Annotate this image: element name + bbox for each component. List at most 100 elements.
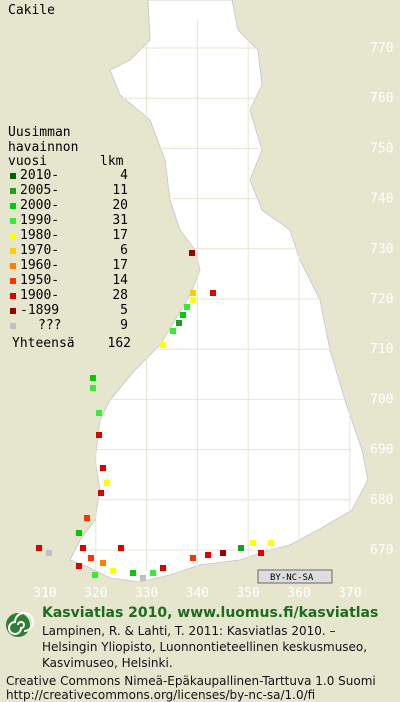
north-label: 710 <box>370 342 393 357</box>
legend-swatch <box>10 233 16 239</box>
legend-swatch <box>10 188 16 194</box>
east-label: 320 <box>84 586 107 601</box>
north-label: 720 <box>370 292 393 307</box>
occurrence <box>238 545 244 551</box>
occurrence <box>268 540 274 546</box>
citation: Helsingin Yliopisto, Luonnontieteellinen… <box>42 640 367 654</box>
occurrence <box>100 465 106 471</box>
occurrence <box>90 375 96 381</box>
occurrence <box>220 550 226 556</box>
legend-label: 2005- <box>20 183 59 198</box>
occurrence <box>130 570 136 576</box>
occurrence <box>190 297 196 303</box>
occurrence <box>104 480 110 486</box>
logo <box>6 612 34 637</box>
occurrence <box>170 328 176 334</box>
occurrence <box>118 545 124 551</box>
occurrence <box>258 550 264 556</box>
legend-label: -1899 <box>20 303 59 318</box>
legend-swatch <box>10 263 16 269</box>
finland-outline <box>69 0 369 583</box>
legend-swatch <box>10 293 16 299</box>
east-label: 350 <box>236 586 259 601</box>
legend-count: 5 <box>120 303 128 318</box>
occurrence <box>140 575 146 581</box>
occurrence <box>160 565 166 571</box>
license-url: http://creativecommons.org/licenses/by-n… <box>6 688 315 702</box>
north-label: 690 <box>370 443 393 458</box>
legend-column: vuosi <box>8 154 47 169</box>
legend-label: 1980- <box>20 228 59 243</box>
title: Cakile <box>8 3 55 18</box>
legend-label: 1970- <box>20 243 59 258</box>
north-label: 740 <box>370 192 393 207</box>
occurrence <box>84 515 90 521</box>
occurrence <box>80 545 86 551</box>
north-label: 730 <box>370 242 393 257</box>
legend-swatch <box>10 203 16 209</box>
legend-swatch <box>10 308 16 314</box>
occurrence <box>98 490 104 496</box>
north-label: 770 <box>370 41 393 56</box>
occurrence <box>176 320 182 326</box>
occurrence <box>184 304 190 310</box>
occurrence <box>88 555 94 561</box>
occurrence <box>150 570 156 576</box>
license-badge-text: BY-NC-SA <box>270 573 314 583</box>
legend-swatch <box>10 323 16 329</box>
north-label: 670 <box>370 543 393 558</box>
occurrence <box>92 572 98 578</box>
citation: Lampinen, R. & Lahti, T. 2011: Kasviatla… <box>42 624 336 638</box>
occurrence <box>210 290 216 296</box>
legend-count: 31 <box>112 213 128 228</box>
legend-label: 1960- <box>20 258 59 273</box>
occurrence <box>100 560 106 566</box>
occurrence <box>96 410 102 416</box>
north-label: 750 <box>370 141 393 156</box>
legend-column: lkm <box>100 154 124 169</box>
license-badge <box>257 569 333 584</box>
legend-swatch <box>10 248 16 254</box>
occurrence <box>76 563 82 569</box>
legend-swatch <box>10 173 16 179</box>
legend-total-label: Yhteensä <box>12 336 75 351</box>
legend-label: 2000- <box>20 198 59 213</box>
occurrence <box>205 552 211 558</box>
legend-label: 2010- <box>20 168 59 183</box>
east-label: 370 <box>338 586 361 601</box>
legend-count: 9 <box>120 318 128 333</box>
occurrence <box>190 555 196 561</box>
legend-label: ??? <box>38 318 61 333</box>
occurrence <box>46 550 52 556</box>
occurrence <box>250 540 256 546</box>
north-label: 680 <box>370 493 393 508</box>
occurrence <box>96 432 102 438</box>
legend-count: 20 <box>112 198 128 213</box>
legend-count: 17 <box>112 228 128 243</box>
occurrence <box>90 385 96 391</box>
north-label: 760 <box>370 91 393 106</box>
legend-count: 11 <box>112 183 128 198</box>
occurrences <box>36 250 274 581</box>
legend-heading: Uusimman <box>8 125 71 140</box>
legend-heading: havainnon <box>8 140 78 155</box>
license: Creative Commons Nimeä-Epäkaupallinen-Ta… <box>6 674 376 688</box>
occurrence <box>160 342 166 348</box>
legend-label: 1990- <box>20 213 59 228</box>
legend-swatch <box>10 278 16 284</box>
legend-swatch <box>10 218 16 224</box>
footer-heading: Kasviatlas 2010, www.luomus.fi/kasviatla… <box>42 605 378 621</box>
occurrence <box>189 250 195 256</box>
legend-count: 6 <box>120 243 128 258</box>
east-label: 360 <box>287 586 310 601</box>
legend-count: 28 <box>112 288 128 303</box>
legend-label: 1900- <box>20 288 59 303</box>
east-label: 340 <box>186 586 209 601</box>
legend-count: 14 <box>112 273 128 288</box>
occurrence <box>76 530 82 536</box>
east-label: 330 <box>135 586 158 601</box>
occurrence <box>190 290 196 296</box>
north-label: 700 <box>370 392 393 407</box>
